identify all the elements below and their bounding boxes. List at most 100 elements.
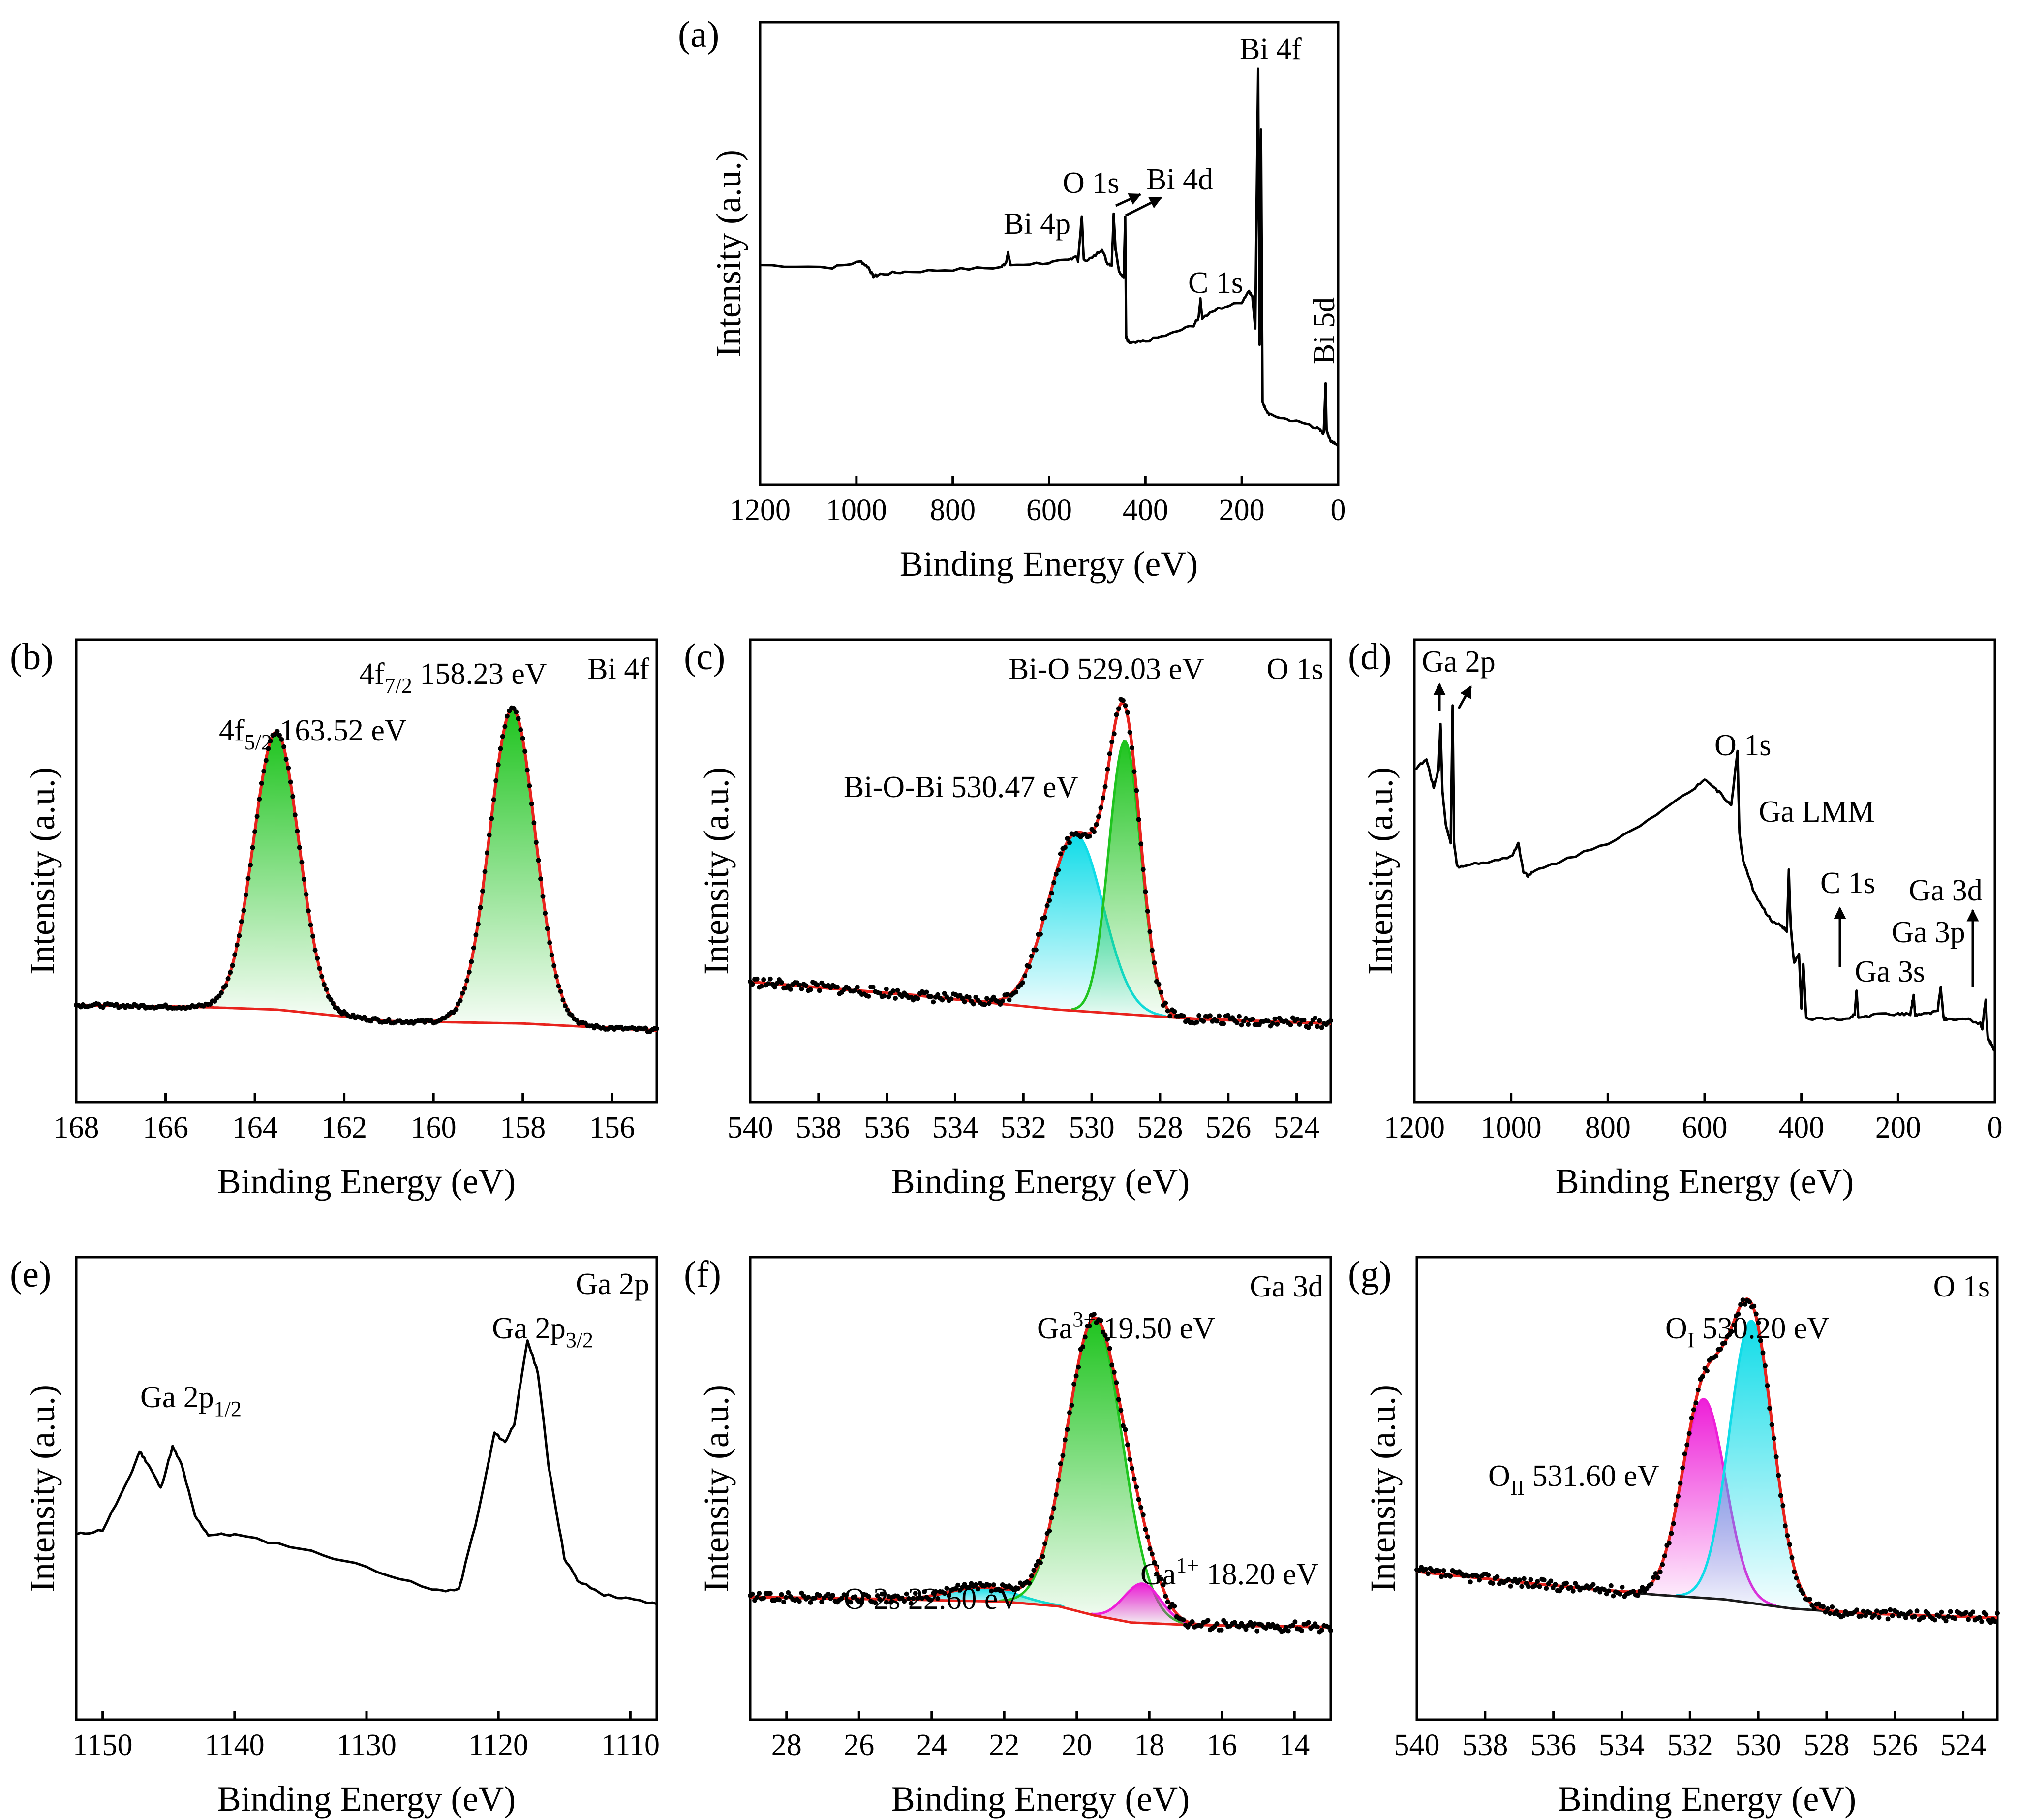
data-point xyxy=(1765,1383,1770,1388)
panel-title-e: Ga 2p xyxy=(576,1267,649,1301)
data-point xyxy=(498,746,503,751)
panel-label-g: (g) xyxy=(1348,1254,1392,1295)
data-point xyxy=(1163,1594,1168,1599)
data-point xyxy=(1159,1576,1164,1582)
data-point xyxy=(1738,1302,1743,1307)
data-point xyxy=(975,1586,980,1592)
panel-label-b: (b) xyxy=(10,636,54,678)
data-point xyxy=(1116,706,1121,711)
data-point xyxy=(1611,1593,1616,1599)
data-point xyxy=(1655,1575,1661,1580)
data-point xyxy=(928,994,934,999)
data-point xyxy=(984,996,990,1001)
data-point xyxy=(1937,1614,1942,1619)
data-point xyxy=(1031,1568,1037,1573)
peak-label-o1s-d: O 1s xyxy=(1714,729,1771,762)
data-point xyxy=(1015,1586,1021,1591)
x-tick-label: 532 xyxy=(1001,1111,1046,1144)
data-point xyxy=(1038,931,1043,937)
data-point xyxy=(1284,1625,1289,1630)
data-point xyxy=(1608,1583,1614,1588)
x-tick-label: 20 xyxy=(1062,1728,1092,1762)
data-point xyxy=(839,1596,845,1601)
data-point xyxy=(1123,703,1128,708)
data-point xyxy=(654,1026,659,1031)
data-point xyxy=(1308,1021,1314,1027)
data-point xyxy=(569,1013,575,1018)
peak-label-bi-o: Bi-O 529.03 eV xyxy=(1009,652,1204,686)
data-point xyxy=(1801,1591,1806,1596)
data-point xyxy=(1029,954,1034,959)
data-point xyxy=(292,812,298,818)
peak-label-ga1plus: Ga1+ 18.20 eV xyxy=(1140,1553,1318,1591)
data-point xyxy=(551,963,557,968)
data-point xyxy=(1532,1583,1538,1588)
data-point xyxy=(767,1591,773,1596)
x-tick-label: 524 xyxy=(1274,1111,1319,1144)
data-point xyxy=(1474,1573,1480,1578)
data-point xyxy=(1631,1589,1636,1594)
data-point xyxy=(1676,1494,1681,1499)
data-point xyxy=(1468,1579,1473,1585)
data-point xyxy=(330,1001,336,1006)
data-point xyxy=(301,877,306,882)
data-point xyxy=(248,863,253,868)
data-point xyxy=(1082,1334,1088,1340)
peak-label-ga-lmm: Ga LMM xyxy=(1759,795,1875,829)
data-point xyxy=(1319,1628,1324,1633)
data-point xyxy=(906,1596,912,1601)
data-point xyxy=(877,990,883,996)
x-ticks-f: 28 26 24 22 20 18 16 14 xyxy=(771,1711,1310,1762)
data-point xyxy=(1722,1340,1728,1346)
data-point xyxy=(890,988,896,993)
x-tick-label: 1000 xyxy=(826,494,887,527)
data-point xyxy=(1979,1619,1985,1624)
data-point xyxy=(538,876,543,882)
data-point xyxy=(1098,805,1103,810)
x-tick-label: 1120 xyxy=(468,1728,528,1762)
series-line-d xyxy=(1414,704,1996,1052)
panel-f: 28 26 24 22 20 18 16 14 Binding Energy (eV) Int… xyxy=(697,1256,1333,1819)
data-point xyxy=(1105,1336,1110,1342)
data-point xyxy=(1689,1416,1694,1421)
data-point xyxy=(241,908,246,913)
data-point xyxy=(750,1591,755,1597)
data-point xyxy=(1901,1611,1906,1617)
data-point xyxy=(866,993,871,999)
data-point xyxy=(1232,1620,1237,1625)
x-axis-label-g: Binding Energy (eV) xyxy=(1558,1779,1857,1819)
data-point xyxy=(1827,1611,1833,1616)
series-line-a xyxy=(760,67,1340,448)
data-point xyxy=(1221,1021,1226,1026)
x-axis-label-d: Binding Energy (eV) xyxy=(1556,1162,1854,1201)
data-point xyxy=(1885,1616,1891,1622)
data-point xyxy=(1205,1618,1211,1623)
plot-frame-e xyxy=(75,1256,658,1721)
x-tick-label: 524 xyxy=(1940,1728,1986,1762)
data-point xyxy=(1087,833,1092,839)
data-point xyxy=(1673,1502,1679,1508)
data-point xyxy=(263,758,269,763)
data-point xyxy=(1883,1609,1889,1614)
data-point xyxy=(1743,1301,1748,1307)
data-point xyxy=(560,997,566,1003)
data-point xyxy=(257,797,262,802)
data-point xyxy=(1939,1609,1944,1615)
data-point xyxy=(1272,1016,1278,1021)
data-point xyxy=(888,1600,893,1605)
data-point xyxy=(1047,1528,1052,1534)
panel-b: 168 166 164 162 160 158 156 Binding Energy (eV… xyxy=(23,638,659,1201)
data-point xyxy=(1517,1577,1522,1583)
data-point xyxy=(1214,1018,1220,1024)
data-point xyxy=(1780,1503,1786,1508)
data-point xyxy=(1946,1614,1951,1619)
data-point xyxy=(1825,1606,1831,1611)
data-point xyxy=(478,905,483,910)
envelope-fit xyxy=(76,708,657,1032)
data-point xyxy=(1747,1299,1752,1304)
data-point xyxy=(1700,1374,1705,1379)
data-point xyxy=(1243,1627,1249,1632)
data-point xyxy=(1807,1597,1812,1602)
data-point xyxy=(1662,1553,1667,1559)
peak-label-bi5d: Bi 5d xyxy=(1308,297,1341,364)
